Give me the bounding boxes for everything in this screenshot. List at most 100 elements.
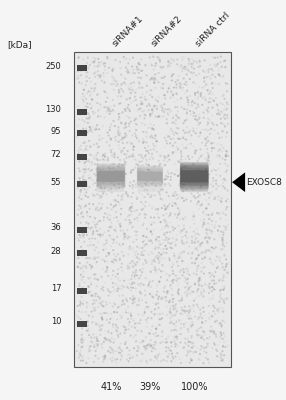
Point bbox=[185, 142, 190, 148]
Point bbox=[168, 177, 173, 183]
Point bbox=[92, 256, 97, 262]
Bar bbox=[77, 109, 88, 114]
Point bbox=[99, 188, 104, 195]
Point bbox=[199, 217, 204, 224]
Point bbox=[164, 234, 168, 241]
Point bbox=[101, 298, 106, 304]
Point bbox=[153, 71, 158, 78]
Point bbox=[199, 255, 204, 261]
Point bbox=[115, 78, 120, 84]
Point bbox=[221, 275, 225, 281]
Point bbox=[145, 82, 149, 89]
Point bbox=[215, 348, 220, 354]
Point bbox=[164, 176, 169, 182]
Point bbox=[201, 68, 205, 74]
Point bbox=[218, 100, 223, 106]
Point bbox=[204, 205, 208, 212]
Point bbox=[75, 76, 80, 82]
Point bbox=[142, 194, 147, 200]
Point bbox=[111, 75, 116, 82]
Point bbox=[102, 356, 106, 362]
Point bbox=[131, 295, 136, 302]
Point bbox=[90, 292, 95, 299]
Point bbox=[223, 333, 227, 339]
Point bbox=[163, 283, 167, 289]
Point bbox=[152, 227, 156, 233]
Point bbox=[183, 232, 188, 239]
Point bbox=[140, 94, 144, 100]
Point bbox=[204, 355, 208, 361]
Point bbox=[223, 185, 228, 192]
Point bbox=[188, 324, 193, 331]
Point bbox=[150, 176, 154, 182]
Point bbox=[91, 219, 96, 225]
Point bbox=[198, 313, 203, 319]
Point bbox=[109, 179, 114, 186]
Point bbox=[170, 150, 175, 156]
Point bbox=[159, 226, 164, 233]
Point bbox=[111, 268, 116, 274]
Point bbox=[90, 167, 94, 173]
Point bbox=[115, 328, 120, 335]
Point bbox=[150, 344, 154, 351]
Point bbox=[164, 217, 168, 224]
Point bbox=[90, 96, 94, 102]
Point bbox=[202, 57, 207, 64]
Point bbox=[82, 170, 86, 176]
Point bbox=[188, 291, 192, 297]
Point bbox=[174, 278, 179, 284]
Point bbox=[78, 350, 82, 356]
Point bbox=[85, 186, 90, 193]
Point bbox=[180, 311, 185, 318]
Point bbox=[204, 107, 209, 113]
Point bbox=[198, 333, 202, 339]
Point bbox=[206, 119, 210, 126]
Point bbox=[144, 182, 148, 188]
Point bbox=[94, 63, 98, 69]
Point bbox=[181, 268, 186, 274]
Point bbox=[164, 298, 168, 304]
Point bbox=[221, 356, 225, 362]
Point bbox=[78, 175, 82, 181]
Point bbox=[182, 304, 187, 310]
Point bbox=[200, 202, 204, 208]
Point bbox=[107, 174, 111, 181]
Point bbox=[191, 113, 196, 119]
Point bbox=[186, 310, 191, 316]
Point bbox=[106, 104, 110, 110]
Point bbox=[198, 120, 202, 126]
Point bbox=[178, 207, 182, 214]
Point bbox=[101, 266, 105, 272]
Point bbox=[207, 195, 211, 201]
Point bbox=[112, 227, 117, 233]
Point bbox=[89, 334, 94, 341]
Point bbox=[168, 210, 173, 216]
Point bbox=[151, 177, 156, 184]
Point bbox=[95, 122, 99, 128]
Point bbox=[143, 275, 148, 281]
Point bbox=[205, 127, 210, 134]
Point bbox=[154, 245, 158, 252]
Point bbox=[138, 245, 142, 251]
Point bbox=[194, 295, 198, 302]
Bar bbox=[77, 227, 88, 232]
Point bbox=[109, 135, 114, 142]
Point bbox=[210, 277, 214, 284]
Point bbox=[104, 104, 109, 111]
Point bbox=[221, 106, 226, 113]
Point bbox=[83, 169, 88, 175]
Point bbox=[78, 192, 82, 198]
Point bbox=[217, 223, 221, 229]
Point bbox=[77, 354, 81, 360]
Point bbox=[171, 135, 175, 142]
Point bbox=[140, 120, 144, 126]
Point bbox=[123, 76, 128, 82]
Point bbox=[140, 158, 144, 164]
Text: 10: 10 bbox=[51, 317, 61, 326]
Point bbox=[96, 304, 101, 310]
Point bbox=[223, 156, 228, 163]
Point bbox=[145, 360, 149, 366]
Point bbox=[207, 270, 212, 276]
Point bbox=[221, 343, 225, 349]
Point bbox=[206, 87, 210, 94]
